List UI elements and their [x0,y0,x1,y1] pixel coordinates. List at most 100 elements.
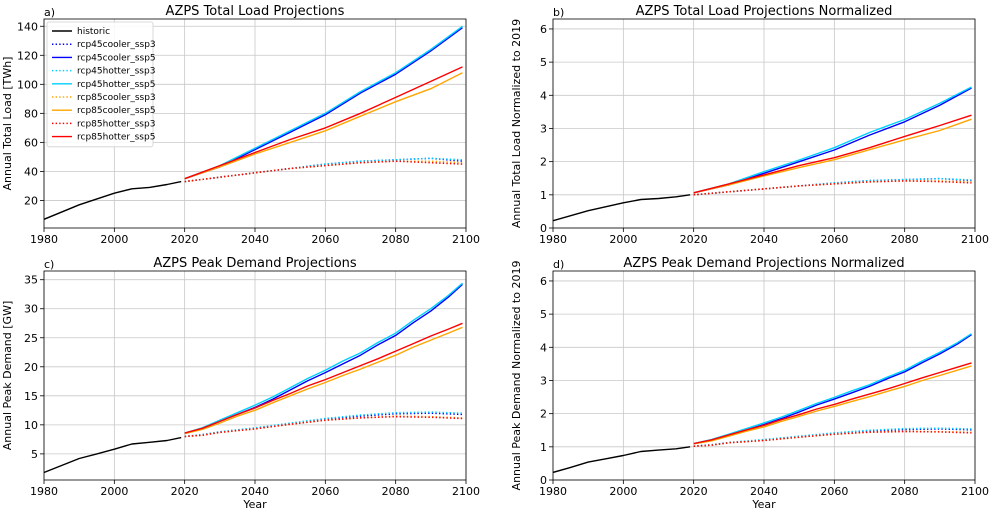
x-tick-label: 2100 [452,485,480,498]
series-line-rcp85cooler_ssp5 [693,118,972,194]
x-tick-label: 2000 [100,233,128,246]
x-tick: 2080 [891,480,919,498]
y-tick-label: 20 [24,361,38,374]
series-line-rcp85cooler_ssp5 [184,326,463,435]
x-tick-label: 2020 [171,233,199,246]
series-line-rcp45hotter_ssp5 [184,25,463,180]
x-tick: 2060 [311,228,339,246]
x-tick: 2080 [382,228,410,246]
y-tick: 6 [540,23,553,36]
y-tick-label: 5 [540,308,547,321]
x-tick: 2020 [680,480,708,498]
y-tick: 1 [540,441,553,454]
x-axis-label: Year [242,498,267,511]
series-line-rcp45cooler_ssp5 [693,334,972,445]
series-line-rcp45cooler_ssp5 [184,27,463,180]
series-line-rcp45hotter_ssp5 [184,282,463,434]
y-tick-label: 100 [17,78,38,91]
x-tick: 2000 [609,228,637,246]
legend: historic rcp45cooler_ssp3 rcp45cooler_ssp5… [46,21,156,148]
series-line-rcp45cooler_ssp5 [693,87,972,194]
y-tick-label: 1 [540,189,547,202]
series-line-historic [44,180,182,220]
legend-item-rcp45cooler_ssp3: rcp45cooler_ssp3 [52,40,156,50]
series-line-rcp85hotter_ssp5 [184,322,463,434]
y-tick-label: 0 [540,474,547,487]
x-tick-label: 2080 [891,233,919,246]
series-line-rcp45hotter_ssp3 [693,427,972,447]
subplot-3: 1980 2000 2020 2040 2060 2080 2100 5 10 15 20 25 30 3… [1,256,480,511]
legend-item-rcp85hotter_ssp5: rcp85hotter_ssp5 [52,133,155,143]
y-axis-label: Annual Total Load Normalized to 2019 [510,19,523,228]
y-tick: 0 [540,474,553,487]
x-tick-label: 2040 [241,485,269,498]
x-tick: 1980 [539,228,567,246]
series-line-rcp45hotter_ssp5 [693,86,972,194]
series-line-rcp85cooler_ssp5 [693,365,972,445]
y-tick-label: 60 [24,136,38,149]
x-tick-label: 2100 [961,485,989,498]
chart-title: AZPS Peak Demand Projections [153,256,357,271]
x-tick: 1980 [30,480,58,498]
x-tick: 2060 [820,228,848,246]
y-tick-label: 15 [24,390,38,403]
x-tick-label: 2100 [452,233,480,246]
legend-item-rcp85cooler_ssp3: rcp85cooler_ssp3 [52,93,156,103]
x-tick-label: 1980 [539,485,567,498]
x-tick-label: 2000 [100,485,128,498]
x-tick-label: 2040 [241,233,269,246]
x-tick: 2040 [750,228,778,246]
legend-label: rcp45hotter_ssp3 [77,67,155,77]
y-tick-label: 120 [17,49,38,62]
y-tick: 5 [540,56,553,69]
y-tick: 10 [24,419,44,432]
y-tick-label: 4 [540,89,547,102]
x-tick: 2040 [241,480,269,498]
y-tick: 1 [540,189,553,202]
y-tick-label: 20 [24,194,38,207]
y-tick: 5 [31,448,44,461]
x-tick: 2040 [750,480,778,498]
y-tick: 35 [24,274,44,287]
subplot-4: 1980 2000 2020 2040 2060 2080 2100 0 1 2 3 4 5 6 AZPS … [510,256,989,511]
y-tick: 6 [540,275,553,288]
x-tick: 2000 [100,228,128,246]
x-tick-label: 2060 [820,233,848,246]
x-tick-label: 2060 [311,485,339,498]
legend-item-rcp85cooler_ssp5: rcp85cooler_ssp5 [52,106,156,116]
y-tick-label: 30 [24,303,38,316]
x-tick: 2060 [311,480,339,498]
x-tick-label: 2000 [609,233,637,246]
series-line-rcp85hotter_ssp5 [693,362,972,445]
x-tick-label: 2080 [382,485,410,498]
panel-letter: a) [44,6,55,19]
x-tick: 2020 [171,228,199,246]
legend-label: rcp85cooler_ssp3 [77,93,156,103]
x-tick-label: 1980 [539,233,567,246]
x-axis-label: Year [751,498,776,511]
y-tick: 80 [24,107,44,120]
series-group [44,25,463,220]
y-tick: 4 [540,341,553,354]
y-tick-label: 0 [540,222,547,235]
x-tick: 2040 [241,228,269,246]
y-tick-label: 3 [540,122,547,135]
y-tick-label: 4 [540,341,547,354]
y-tick: 30 [24,303,44,316]
series-line-rcp85hotter_ssp3 [184,415,463,438]
y-tick-label: 10 [24,419,38,432]
y-tick-label: 5 [540,56,547,69]
legend-label: rcp85hotter_ssp5 [77,133,155,143]
y-tick: 25 [24,332,44,345]
x-tick-label: 2020 [680,233,708,246]
series-line-historic [553,194,691,222]
series-group [553,333,972,474]
x-tick: 2060 [820,480,848,498]
y-tick-label: 140 [17,20,38,33]
y-tick-label: 25 [24,332,38,345]
series-group [44,282,463,474]
x-tick: 2080 [382,480,410,498]
legend-item-historic: historic [52,27,110,37]
legend-box [46,21,154,148]
legend-label: rcp85cooler_ssp5 [77,106,156,116]
